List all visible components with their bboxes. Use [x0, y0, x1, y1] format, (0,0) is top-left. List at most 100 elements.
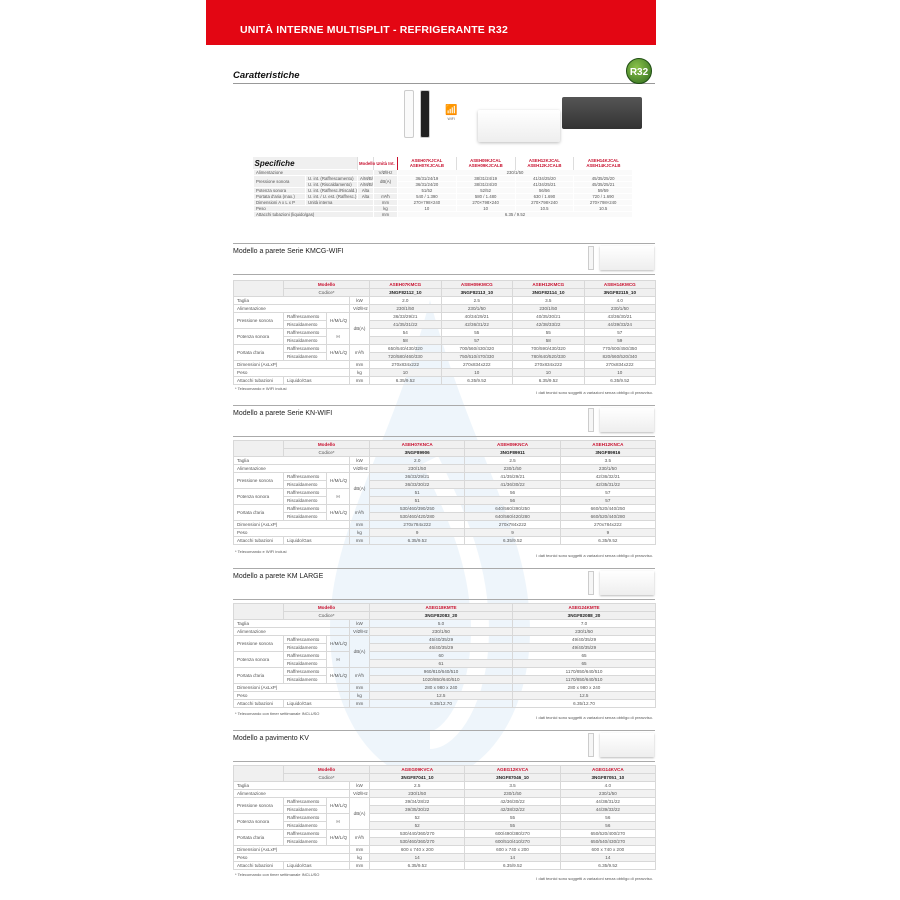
- row-sublabel: Riscaldamento: [283, 675, 327, 684]
- row-value: 12.5: [369, 691, 514, 700]
- row-value: 14: [369, 853, 466, 862]
- model-name: ASEG24KMTE: [512, 603, 657, 612]
- row-value: 36/33/29/21: [369, 472, 466, 481]
- row-value: 57: [559, 496, 657, 505]
- row-value: 52: [369, 813, 466, 822]
- row-value: 56: [559, 813, 657, 822]
- row-sublabel: Raffrescamento: [283, 651, 327, 660]
- divider: [233, 274, 655, 275]
- row-sublabel: Raffrescamento: [283, 472, 327, 481]
- row-value: 10: [440, 368, 514, 377]
- table-row: Potenza sonora Raffrescamento H 54 55 55 57: [233, 328, 657, 345]
- row-unit: mm: [348, 861, 371, 870]
- row-unit: mm: [348, 520, 371, 529]
- row-value: 270x834x222: [583, 360, 657, 369]
- row-value: 55: [464, 813, 561, 822]
- row-unit: mm: [348, 376, 371, 385]
- product-code: 3NGF87046_10: [464, 773, 561, 782]
- row-unit: kW: [348, 296, 371, 305]
- footnote: * Telecomando con timer settimanale INCL…: [235, 711, 320, 716]
- row-value: 36/33/30/22: [369, 480, 466, 489]
- codice-label: Codice*: [282, 448, 371, 457]
- page-title: UNITÀ INTERNE MULTISPLIT - REFRIGERANTE …: [240, 24, 508, 36]
- table-row: Portata d'aria Raffrescamento H/M/L/Q m³/h 5…: [233, 504, 657, 521]
- row-sublabel: Raffrescamento: [283, 328, 327, 337]
- row-value: 52: [369, 821, 466, 830]
- row-value: 270x784x222: [464, 520, 561, 529]
- row-value: 49/40/35/29: [512, 635, 657, 644]
- column-header-unita: Unità Int.: [373, 157, 398, 170]
- product-code: 3NGF82114_10: [512, 288, 585, 297]
- row-unit: kg: [348, 528, 371, 537]
- row-sublabel: U. int. / U. est. (Raffresc.): [304, 193, 359, 200]
- blank-cell: [233, 765, 284, 782]
- table-row: Riscaldamento 51 56 57: [234, 496, 657, 505]
- table-row: Pressione sonora Raffrescamento H/M/L/Q dB(…: [233, 797, 657, 830]
- row-value: 39/34/28/22: [369, 797, 466, 806]
- row-label: Taglia: [233, 619, 350, 628]
- table-row: Dimensioni (AxLxP) mm 270x834x222 270x834x2…: [233, 360, 657, 369]
- row-value: 4.0: [559, 781, 657, 790]
- specifiche-table: Specifiche Modello Unità Int. ASEH07KJCAL AS…: [252, 157, 634, 218]
- row-mode: H: [326, 328, 350, 345]
- table-row: Modello ASEH07KNCA ASEH09KNCA ASEH12KNCA: [233, 440, 657, 457]
- row-mode: H/M/L/Q: [326, 344, 350, 361]
- row-label: Pressione sonora: [233, 472, 284, 489]
- table-row: Riscaldamento 1020/850/640/510 1170/850/64…: [234, 675, 657, 684]
- footnote: * Telecomando con timer settimanale INCL…: [235, 872, 320, 877]
- row-value: 600/490/380/270: [464, 829, 561, 838]
- table-row: Portata d'aria (max.) U. int. / U. est. (…: [253, 193, 634, 200]
- row-value: 14: [464, 853, 561, 862]
- table-row: Taglia kW 2.5 3.5 4.0: [233, 781, 657, 790]
- row-label: Alimentazione: [233, 627, 350, 636]
- spec-table-2: Modello ASEG18KMTE ASEG24KMTE Codice* 3NGF82…: [233, 603, 657, 708]
- row-value: 43/36/30/21: [583, 312, 657, 321]
- row-value: 46/40/35/29: [369, 643, 514, 652]
- row-sublabel: Riscaldamento: [283, 643, 327, 652]
- row-value: 10: [512, 368, 585, 377]
- row-value: 44/39/33/22: [559, 805, 657, 814]
- row-value: 720/580/460/330: [369, 352, 442, 361]
- model-header: ASEH07KJCAL ASEH07KJCALB: [397, 157, 457, 170]
- model-name: ASEH09KJCALB: [468, 163, 503, 168]
- wifi-label: WIFI: [447, 117, 455, 121]
- row-value: 45/40/35/29: [369, 635, 514, 644]
- row-value: 6.35/9.52: [583, 376, 657, 385]
- row-value: 660/520/440/250: [559, 504, 657, 513]
- product-code: 3NGF87041_10: [369, 773, 466, 782]
- row-mode: H/M/L/Q: [326, 635, 350, 652]
- row-sublabel: Riscaldamento: [283, 336, 327, 345]
- row-sublabel: U. int. (Raffresc./Riscald.): [304, 187, 359, 194]
- product-code: 3NGF82112_10: [369, 288, 442, 297]
- product-code: 3NGF82083_20: [369, 611, 514, 620]
- table-row: Riscaldamento 61 65: [234, 659, 657, 668]
- row-value: 650/540/430/320: [369, 344, 442, 353]
- row-mode: H/M/L/Q: [326, 667, 350, 684]
- row-value: 230/1/50: [464, 464, 561, 473]
- table-row: Riscaldamento 58 57 58 59: [234, 336, 657, 345]
- indoor-unit-black-image: [562, 97, 642, 129]
- modello-label: Modello: [282, 765, 371, 774]
- model-name: ASEH14KJCAL: [587, 158, 619, 163]
- row-sublabel: Riscaldamento: [283, 352, 327, 361]
- row-value: 230/1/50: [369, 464, 466, 473]
- table-row: Peso kg 10 10 10 10: [233, 368, 657, 377]
- row-value: 57: [559, 488, 657, 497]
- table-row: Riscaldamento 41/35/31/22 42/36/31/22 42/38…: [234, 320, 657, 329]
- spec-table-3: Modello AGEG09KVCA AGEG12KVCA AGEG14KVCA Cod…: [233, 765, 657, 870]
- row-value: 600 x 740 x 200: [464, 845, 561, 854]
- row-value: 230/1/50: [369, 789, 466, 798]
- remote-image: [588, 571, 594, 595]
- row-sublabel: U. int. (Riscaldamento): [304, 181, 359, 188]
- row-unit: kW: [348, 619, 371, 628]
- row-value: 61: [369, 659, 514, 668]
- row-label: Dimensioni (AxLxP): [233, 683, 350, 692]
- table-row: Dimensioni (AxLxP) mm 600 x 740 x 200 600 x…: [233, 845, 657, 854]
- row-sublabel: Raffrescamento: [283, 344, 327, 353]
- disclaimer: I dati tecnici sono soggetti a variazion…: [536, 876, 653, 881]
- model-name: AGEG12KVCA: [464, 765, 561, 774]
- row-value: 640/560/420/280: [464, 512, 561, 521]
- remote-white-image: [404, 90, 414, 138]
- row-label: Dimensioni (AxLxP): [233, 520, 350, 529]
- row-unit: dB(A): [348, 312, 371, 345]
